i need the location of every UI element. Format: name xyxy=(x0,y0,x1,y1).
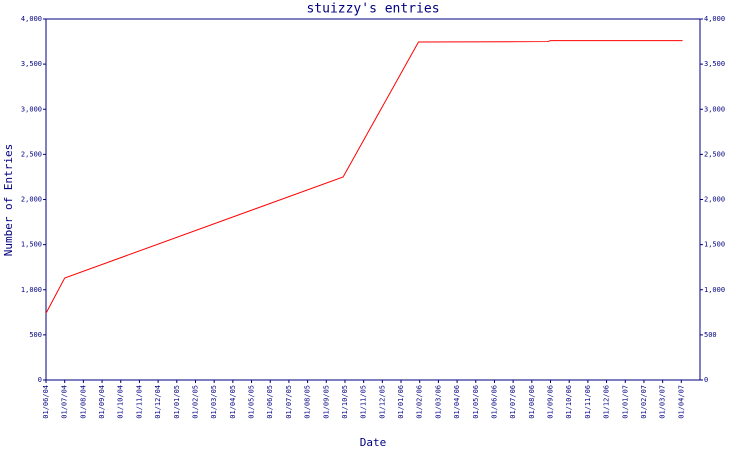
x-tick-label: 01/03/05 xyxy=(210,385,218,419)
y-tick-label: 2,000 xyxy=(21,196,42,204)
x-tick-label: 01/10/05 xyxy=(341,385,349,419)
x-tick-label: 01/05/05 xyxy=(248,385,256,419)
x-tick-label: 01/03/06 xyxy=(434,385,442,419)
x-tick-label: 01/06/05 xyxy=(266,385,274,419)
x-tick-label: 01/08/05 xyxy=(304,385,312,419)
x-tick-label: 01/11/06 xyxy=(584,385,592,419)
y-tick-label: 1,500 xyxy=(21,241,42,249)
y-tick-label: 1,000 xyxy=(21,286,42,294)
y2-tick-label: 3,000 xyxy=(704,105,725,113)
y-tick-label: 2,500 xyxy=(21,150,42,158)
y2-tick-label: 3,500 xyxy=(704,60,725,68)
y-tick-label: 4,000 xyxy=(21,15,42,23)
x-tick-label: 01/04/05 xyxy=(229,385,237,419)
x-tick-label: 01/07/04 xyxy=(61,385,69,419)
x-tick-label: 01/02/07 xyxy=(640,385,648,419)
x-tick-label: 01/01/05 xyxy=(173,385,181,419)
x-tick-label: 01/12/05 xyxy=(378,385,386,419)
x-tick-label: 01/04/06 xyxy=(453,385,461,419)
x-tick-label: 01/01/07 xyxy=(621,385,629,419)
x-tick-label: 01/06/04 xyxy=(42,385,50,419)
y2-tick-label: 2,000 xyxy=(704,196,725,204)
x-tick-label: 01/02/05 xyxy=(191,385,199,419)
x-tick-label: 01/08/06 xyxy=(528,385,536,419)
x-tick-label: 01/05/06 xyxy=(472,385,480,419)
x-tick-label: 01/04/07 xyxy=(677,385,685,419)
x-tick-label: 01/07/05 xyxy=(285,385,293,419)
x-tick-label: 01/08/04 xyxy=(79,385,87,419)
x-axis-label: Date xyxy=(360,436,387,449)
x-tick-label: 01/07/06 xyxy=(509,385,517,419)
y2-tick-label: 1,000 xyxy=(704,286,725,294)
x-tick-label: 01/09/06 xyxy=(547,385,555,419)
x-tick-label: 01/09/04 xyxy=(98,385,106,419)
x-tick-label: 01/11/04 xyxy=(135,385,143,419)
y-axis-label: Number of Entries xyxy=(2,144,15,257)
x-tick-label: 01/12/04 xyxy=(154,385,162,419)
y-tick-label: 0 xyxy=(38,376,42,384)
y2-tick-label: 4,000 xyxy=(704,15,725,23)
x-tick-label: 01/03/07 xyxy=(659,385,667,419)
x-tick-label: 01/10/06 xyxy=(565,385,573,419)
x-tick-label: 01/12/06 xyxy=(603,385,611,419)
y-tick-label: 3,500 xyxy=(21,60,42,68)
data-line xyxy=(45,40,683,314)
y2-tick-label: 0 xyxy=(704,376,708,384)
x-tick-label: 01/01/06 xyxy=(397,385,405,419)
x-tick-label: 01/06/06 xyxy=(490,385,498,419)
y2-tick-label: 2,500 xyxy=(704,150,725,158)
x-tick-label: 01/02/06 xyxy=(416,385,424,419)
chart-title: stuizzy's entries xyxy=(306,2,439,17)
y2-tick-label: 500 xyxy=(704,331,717,339)
y-tick-label: 500 xyxy=(29,331,42,339)
y2-tick-label: 1,500 xyxy=(704,241,725,249)
y-tick-label: 3,000 xyxy=(21,105,42,113)
x-tick-label: 01/11/05 xyxy=(360,385,368,419)
x-tick-label: 01/09/05 xyxy=(322,385,330,419)
x-tick-label: 01/10/04 xyxy=(117,385,125,419)
